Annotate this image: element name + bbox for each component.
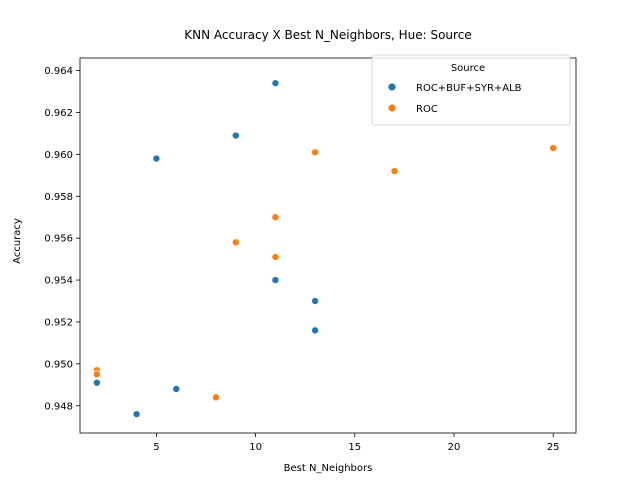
axes-frame — [79, 57, 577, 434]
x-tick-label: 10 — [249, 442, 262, 453]
x-axis-label: Best N_Neighbors — [284, 463, 373, 474]
legend-box — [371, 54, 571, 126]
y-tick-label: 0.948 — [44, 401, 73, 412]
legend: Source ROC+BUF+SYR+ALB ROC — [371, 54, 571, 126]
x-tick-label: 5 — [153, 442, 159, 453]
x-tick-label: 20 — [448, 442, 461, 453]
data-point — [132, 410, 141, 419]
data-point — [231, 238, 240, 247]
data-point — [271, 276, 280, 285]
data-point — [271, 79, 280, 88]
y-tick-label: 0.956 — [44, 234, 73, 245]
axes: 5 10 15 20 25 0.948 0.950 0.952 0.954 0.956 0.958 0… — [44, 57, 577, 453]
y-axis-label: Accuracy — [12, 218, 23, 264]
data-point — [152, 154, 161, 163]
legend-entry-label: ROC+BUF+SYR+ALB — [416, 83, 522, 94]
legend-title: Source — [451, 63, 485, 74]
y-tick-label: 0.954 — [44, 276, 73, 287]
legend-entry-label: ROC — [416, 104, 438, 115]
data-point — [271, 213, 280, 222]
y-tick-label: 0.960 — [44, 150, 73, 161]
data-point — [271, 253, 280, 262]
x-tick-label: 25 — [547, 442, 560, 453]
y-tick-label: 0.962 — [44, 108, 73, 119]
data-point — [549, 144, 558, 153]
data-point — [211, 393, 220, 402]
data-point — [231, 131, 240, 140]
data-point — [311, 148, 320, 157]
x-tick-label: 15 — [348, 442, 361, 453]
chart-title: KNN Accuracy X Best N_Neighbors, Hue: So… — [184, 28, 471, 42]
y-tick-label: 0.958 — [44, 192, 73, 203]
data-point — [311, 326, 320, 335]
legend-marker — [387, 82, 397, 92]
data-point — [172, 385, 181, 394]
data-point — [92, 370, 101, 379]
y-tick-label: 0.950 — [44, 359, 73, 370]
data-point — [311, 297, 320, 306]
data-point — [92, 378, 101, 387]
data-point — [390, 167, 399, 176]
y-tick-label: 0.964 — [44, 66, 73, 77]
legend-marker — [387, 103, 397, 113]
y-tick-label: 0.952 — [44, 317, 73, 328]
